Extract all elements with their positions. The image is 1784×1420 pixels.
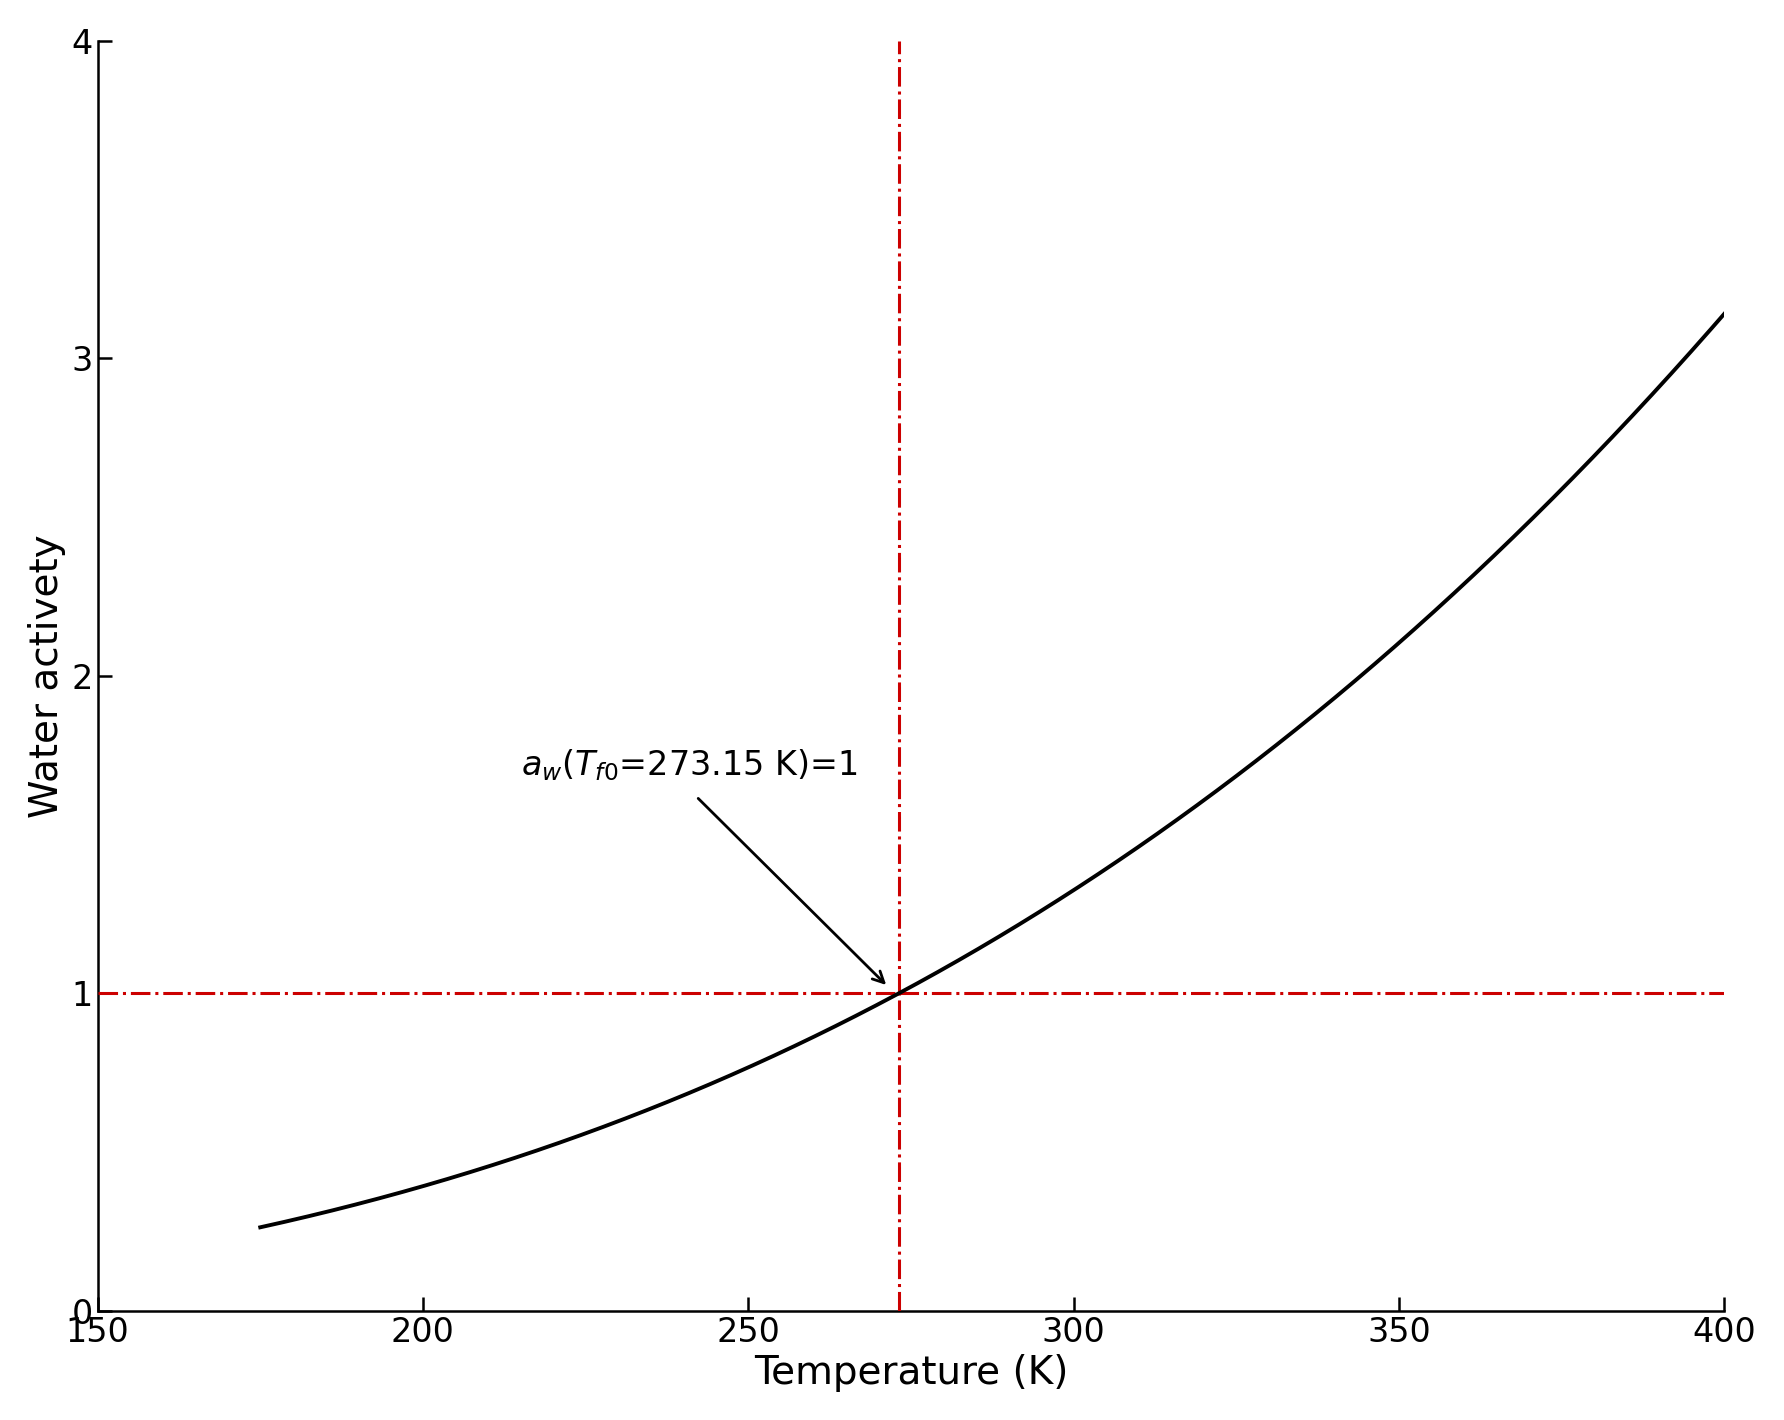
Text: $a_w(T_{f0}$=273.15 K)=1: $a_w(T_{f0}$=273.15 K)=1 bbox=[521, 747, 856, 782]
Y-axis label: Water activety: Water activety bbox=[29, 534, 66, 818]
X-axis label: Temperature (K): Temperature (K) bbox=[755, 1355, 1069, 1392]
